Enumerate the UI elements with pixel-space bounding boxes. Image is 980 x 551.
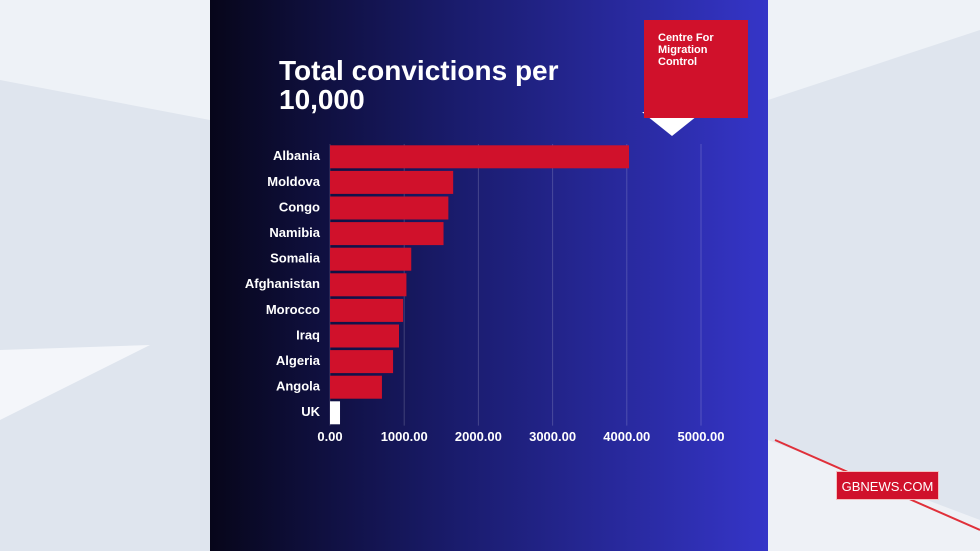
x-tick-label: 1000.00 [381, 429, 428, 444]
bar [330, 375, 382, 399]
bar [330, 145, 630, 169]
bar [330, 298, 404, 322]
y-tick-label: Congo [279, 199, 320, 214]
x-tick-label: 2000.00 [455, 429, 502, 444]
y-tick-label: Somalia [270, 251, 321, 266]
backdrop-shape [0, 0, 210, 120]
backdrop-shape [0, 345, 150, 420]
watermark: GBNEWS.COM [836, 471, 939, 500]
y-tick-label: UK [301, 404, 320, 419]
y-tick-label: Albania [273, 148, 321, 163]
logo-text: Centre For Migration Control [658, 32, 714, 68]
logo: Centre For Migration Control [644, 20, 748, 118]
x-tick-label: 4000.00 [603, 429, 650, 444]
bar [330, 170, 454, 194]
x-tick-label: 3000.00 [529, 429, 576, 444]
y-tick-label: Iraq [296, 327, 320, 342]
bar [330, 350, 394, 374]
bar [330, 401, 341, 425]
chart-title: Total convictions per 10,000 [279, 55, 559, 115]
y-tick-label: Algeria [276, 353, 321, 368]
bar [330, 247, 412, 271]
bar [330, 273, 407, 297]
x-tick-label: 0.00 [317, 429, 342, 444]
y-tick-label: Morocco [266, 302, 320, 317]
bar [330, 222, 444, 246]
y-tick-label: Namibia [269, 225, 320, 240]
x-tick-label: 5000.00 [678, 429, 725, 444]
y-tick-label: Angola [276, 379, 321, 394]
y-tick-label: Moldova [267, 174, 320, 189]
chart: 0.00 1000.00 2000.00 3000.00 4000.00 5000.00 A… [245, 144, 725, 444]
backdrop-shape [768, 0, 980, 100]
bar [330, 324, 400, 348]
y-tick-label: Afghanistan [245, 276, 320, 291]
bar [330, 196, 449, 220]
